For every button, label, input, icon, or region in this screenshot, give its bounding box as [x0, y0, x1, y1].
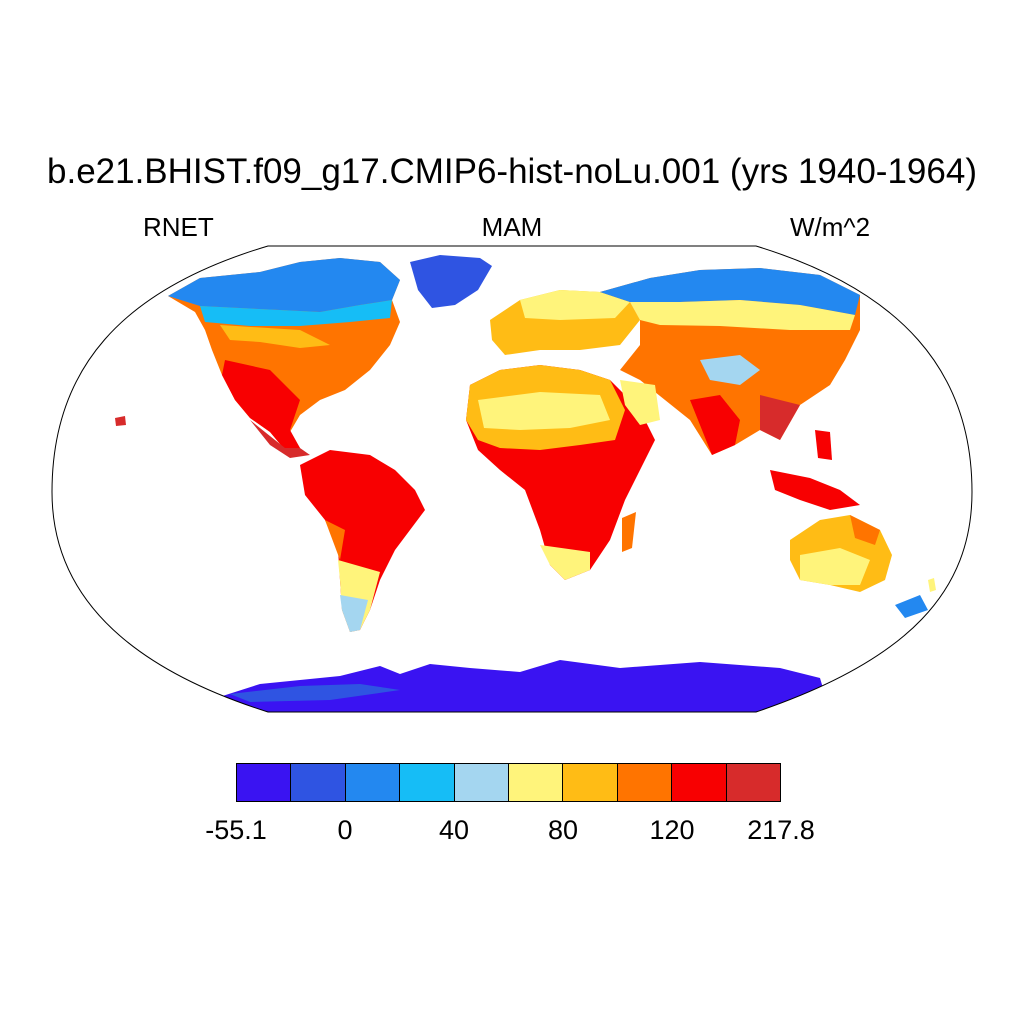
colorbar-box	[509, 764, 564, 801]
units-label: W/m^2	[790, 212, 871, 242]
colorbar-box	[726, 764, 781, 801]
colorbar-box	[617, 764, 673, 801]
south-america	[300, 450, 425, 632]
colorbar-box	[400, 764, 455, 801]
colorbar-box	[237, 764, 292, 801]
greenland	[410, 255, 492, 308]
antarctica	[200, 660, 830, 712]
colorbar-box	[345, 764, 401, 801]
season-label: MAM	[481, 212, 543, 242]
colorbar-label: 217.8	[747, 815, 815, 845]
variable-label: RNET	[143, 212, 214, 242]
colorbar-label: 80	[547, 815, 579, 845]
colorbar-box	[291, 764, 346, 801]
colorbar-label: 40	[438, 815, 470, 845]
colorbar-label: 0	[337, 815, 353, 845]
map-title: b.e21.BHIST.f09_g17.CMIP6-hist-noLu.001 …	[47, 152, 977, 191]
colorbar-box	[454, 764, 510, 801]
colorbar-label: -55.1	[205, 815, 267, 845]
map-boundary	[51, 245, 973, 713]
colorbar-box	[672, 764, 727, 801]
colorbar-box	[563, 764, 618, 801]
se-asia-islands	[770, 470, 860, 510]
colorbar	[236, 763, 781, 802]
colorbar-label: 120	[649, 815, 695, 845]
